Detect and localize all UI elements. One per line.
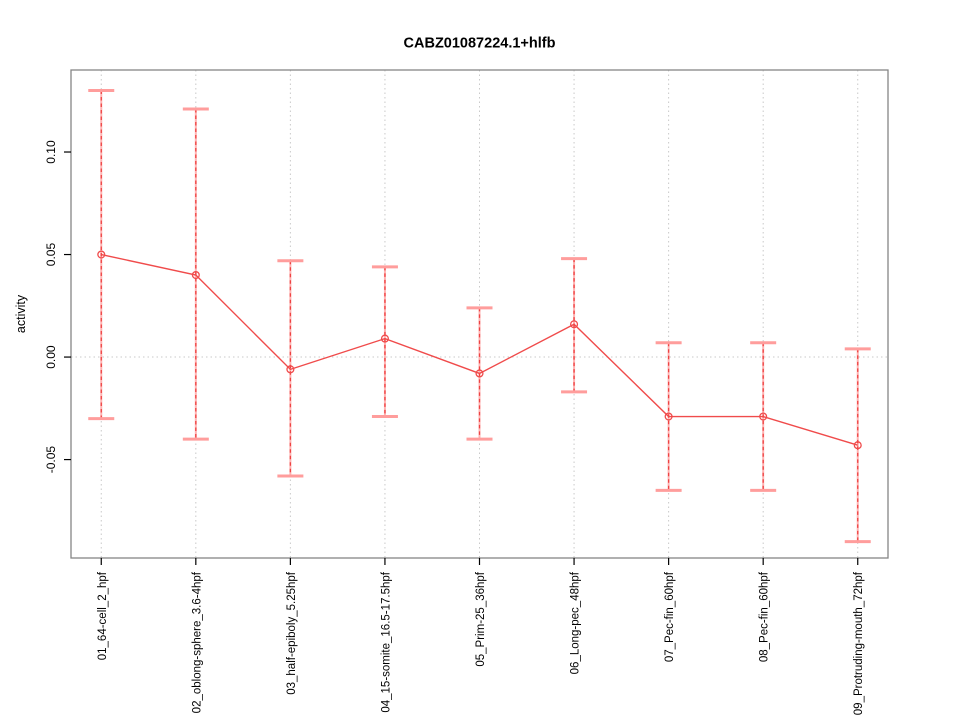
- y-tick-label: 0.05: [44, 243, 58, 267]
- data-point: [380, 334, 389, 343]
- y-tick-label: -0.05: [44, 446, 58, 474]
- chart-title: CABZ01087224.1+hlfb: [404, 36, 556, 52]
- y-tick-label: 0.10: [44, 140, 58, 164]
- data-point: [191, 270, 200, 280]
- x-category-label: 05_Prim-25_36hpf: [475, 571, 487, 666]
- x-category-label: 07_Pec-fin_60hpf: [664, 571, 676, 662]
- x-category-label: 02_oblong-sphere_3.6-4hpf: [191, 571, 203, 713]
- data-point: [286, 365, 295, 374]
- data-point: [97, 250, 106, 259]
- x-category-label: 04_15-somite_16.5-17.5hpf: [380, 571, 392, 712]
- x-category-label: 08_Pec-fin_60hpf: [759, 571, 771, 662]
- x-category-label: 06_Long-pec_48hpf: [570, 571, 582, 674]
- data-point: [570, 320, 579, 329]
- series-line: [101, 253, 858, 446]
- x-category-label: 01_64-cell_2_hpf: [97, 571, 109, 660]
- data-point: [475, 369, 484, 378]
- data-point: [664, 412, 673, 421]
- data-point: [759, 412, 768, 421]
- x-category-label: 09_Protruding-mouth_72hpf: [853, 571, 865, 715]
- y-tick-label: 0.00: [44, 345, 58, 369]
- x-category-label: 03_half-epiboly_5.25hpf: [286, 571, 298, 695]
- y-axis-label: activity: [14, 294, 28, 333]
- data-point: [853, 441, 862, 450]
